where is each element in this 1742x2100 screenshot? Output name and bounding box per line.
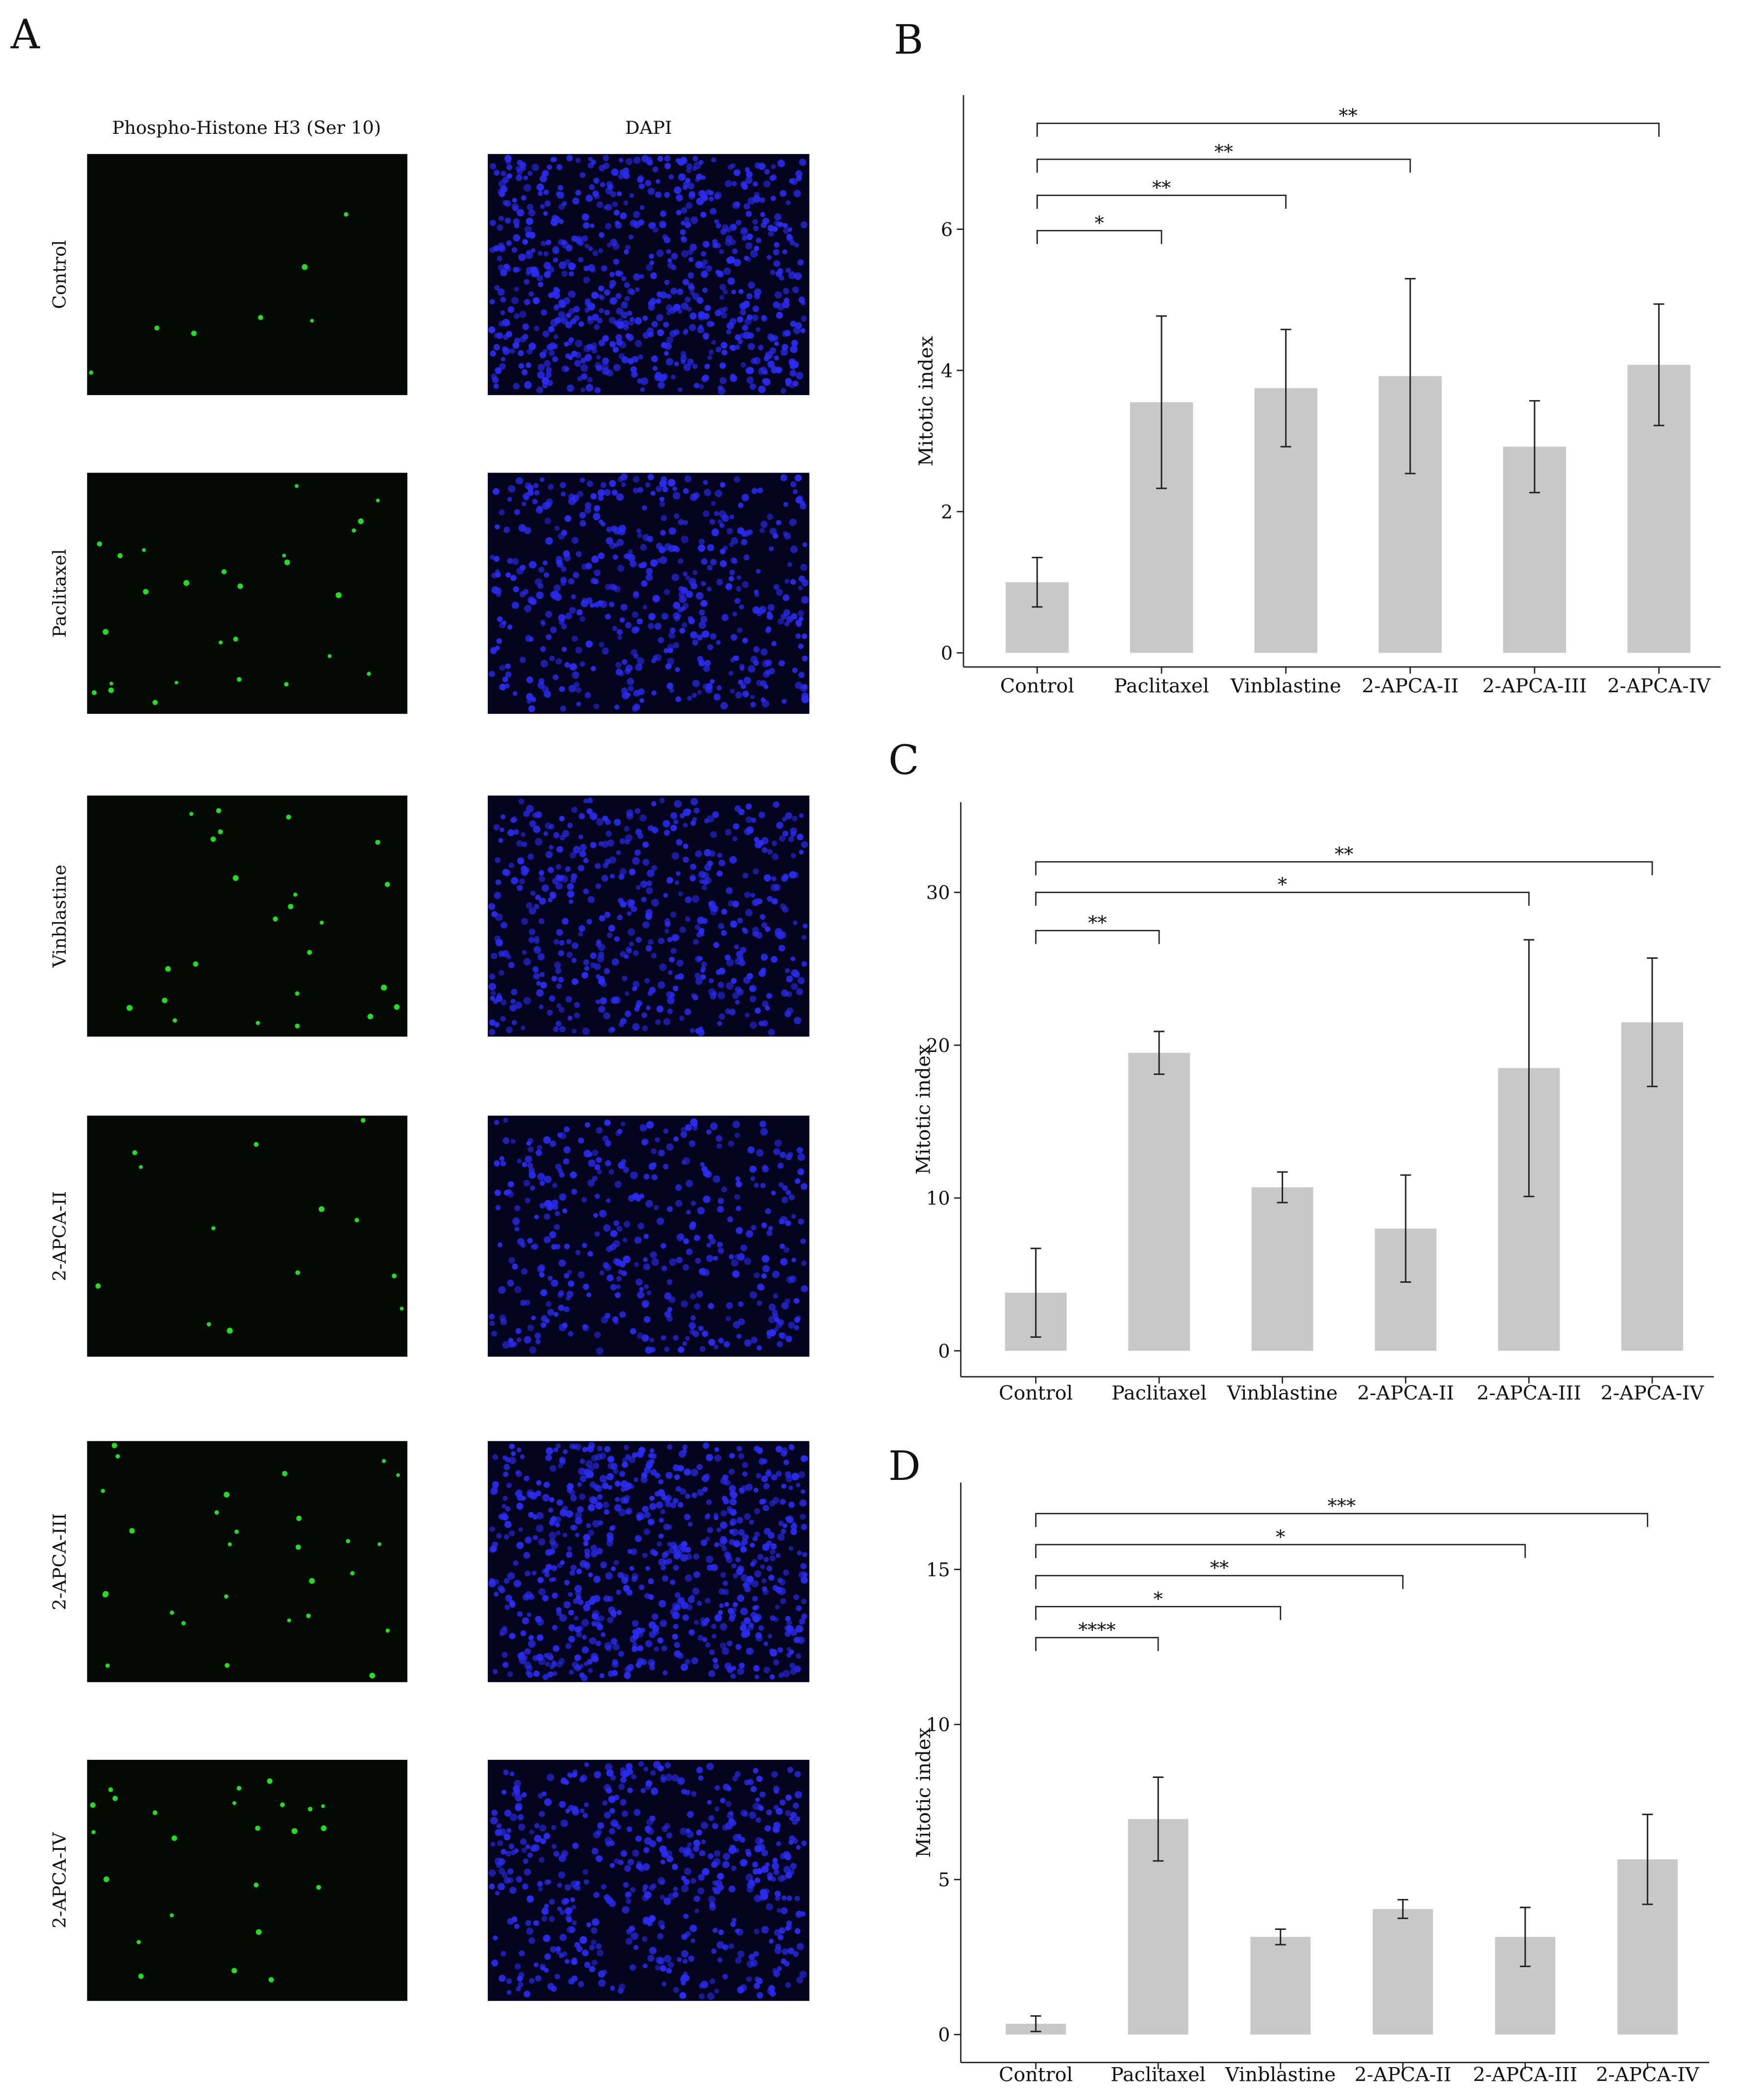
y-tick-label: 2 (941, 501, 953, 523)
bar-chart-c: 0 10 20 30 Mitotic index Control Paclitaxel Vin… (912, 802, 1714, 1404)
phh3-micrograph (87, 473, 407, 714)
category-label: 2-APCA-II (1362, 675, 1459, 698)
significance-bracket (1035, 930, 1160, 944)
bar-chart-d: 0 5 10 15 Mitotic index Control Paclitaxel Vinb… (912, 1482, 1710, 2086)
y-tick-label: 4 (941, 360, 953, 382)
significance-label: ** (1088, 912, 1107, 934)
y-axis-label: Mitotic index (912, 1727, 935, 1858)
category-label: Paclitaxel (1111, 2064, 1206, 2086)
category-label: Control (999, 2064, 1073, 2086)
dapi-micrograph (487, 1760, 809, 2001)
dapi-micrograph (487, 1441, 809, 1682)
column-header-dapi: DAPI (625, 117, 672, 138)
y-tick-label: 15 (926, 1559, 950, 1581)
significance-bracket (1035, 1513, 1648, 1527)
significance-label: * (1154, 1588, 1163, 1610)
panel-a: A Phospho-Histone H3 (Ser 10) DAPI Contr… (10, 11, 809, 2001)
y-axis-label: Mitotic index (915, 336, 937, 466)
panel-letter-b: B (894, 17, 923, 63)
significance-bracket (1035, 1606, 1282, 1620)
dapi-micrograph (487, 473, 809, 714)
category-label: Paclitaxel (1114, 675, 1209, 698)
category-label: 2-APCA-IV (1596, 2064, 1700, 2086)
column-header-phospho-histone: Phospho-Histone H3 (Ser 10) (112, 117, 381, 138)
micrograph-row-label: Control (49, 240, 70, 309)
bar (1372, 1909, 1433, 2035)
micrograph-row-label: 2-APCA-IV (49, 1832, 70, 1928)
dapi-micrograph (487, 154, 809, 395)
category-label: 2-APCA-II (1357, 1382, 1454, 1404)
y-tick-label: 10 (926, 1188, 950, 1210)
category-label: 2-APCA-III (1477, 1382, 1581, 1404)
significance-bracket (1035, 892, 1530, 906)
category-label: Vinblastine (1227, 1382, 1338, 1404)
significance-bracket (1036, 158, 1411, 173)
significance-bracket (1036, 230, 1162, 244)
category-label: 2-APCA-III (1482, 675, 1587, 698)
dapi-micrograph (487, 795, 809, 1037)
phh3-micrograph (87, 1760, 407, 2001)
significance-label: *** (1328, 1495, 1356, 1517)
significance-label: * (1095, 212, 1104, 234)
significance-bracket (1035, 1637, 1159, 1651)
category-label: Paclitaxel (1111, 1382, 1207, 1404)
category-label: Vinblastine (1230, 675, 1341, 698)
y-tick-label: 10 (926, 1714, 950, 1736)
category-label: Control (999, 1382, 1073, 1404)
significance-bracket (1035, 1544, 1526, 1558)
y-tick-label: 0 (938, 1340, 950, 1362)
y-tick-label: 0 (938, 2024, 950, 2046)
micrograph-row-label: Paclitaxel (49, 549, 70, 638)
significance-label: ** (1210, 1557, 1229, 1579)
panel-letter-a: A (10, 11, 40, 58)
significance-label: ** (1214, 141, 1233, 163)
significance-bracket (1035, 861, 1653, 875)
significance-label: ** (1152, 177, 1171, 199)
y-tick-label: 5 (938, 1869, 950, 1891)
micrograph-row-label: 2-APCA-III (49, 1513, 70, 1610)
significance-bracket (1036, 123, 1660, 137)
bar (1128, 1052, 1190, 1351)
category-label: Vinblastine (1225, 2064, 1336, 2086)
category-label: 2-APCA-II (1355, 2064, 1451, 2086)
micrograph-row-label: 2-APCA-II (49, 1191, 70, 1281)
panel-letter-d: D (888, 1443, 921, 1490)
category-label: 2-APCA-IV (1607, 675, 1711, 698)
bar (1250, 1937, 1311, 2035)
significance-label: ** (1338, 105, 1357, 127)
phh3-micrograph (87, 795, 407, 1037)
significance-label: * (1276, 1526, 1285, 1548)
phh3-micrograph (87, 154, 407, 395)
category-label: 2-APCA-IV (1601, 1382, 1705, 1404)
dapi-micrograph (487, 1115, 809, 1357)
micrograph-row-label: Vinblastine (49, 865, 70, 968)
category-label: 2-APCA-III (1473, 2064, 1577, 2086)
significance-bracket (1035, 1575, 1404, 1589)
category-label: Control (1000, 675, 1074, 698)
y-tick-label: 30 (926, 882, 950, 904)
y-tick-label: 6 (941, 219, 953, 241)
y-tick-label: 20 (926, 1035, 950, 1057)
panel-letter-c: C (888, 737, 919, 784)
significance-label: ** (1335, 843, 1353, 865)
bar-chart-b: 0 2 4 6 Mitotic index Control Paclitaxel Vinbla… (915, 95, 1721, 698)
significance-label: **** (1078, 1619, 1116, 1641)
significance-label: * (1278, 874, 1287, 896)
bar (1251, 1187, 1313, 1351)
significance-bracket (1036, 195, 1287, 209)
phh3-micrograph (87, 1115, 407, 1357)
micrograph-grid: Control Paclitaxel Vinblastine 2-APCA-II 2-A… (49, 154, 809, 2001)
phh3-micrograph (87, 1441, 407, 1682)
y-tick-label: 0 (941, 642, 953, 664)
y-axis-label: Mitotic index (912, 1045, 935, 1175)
